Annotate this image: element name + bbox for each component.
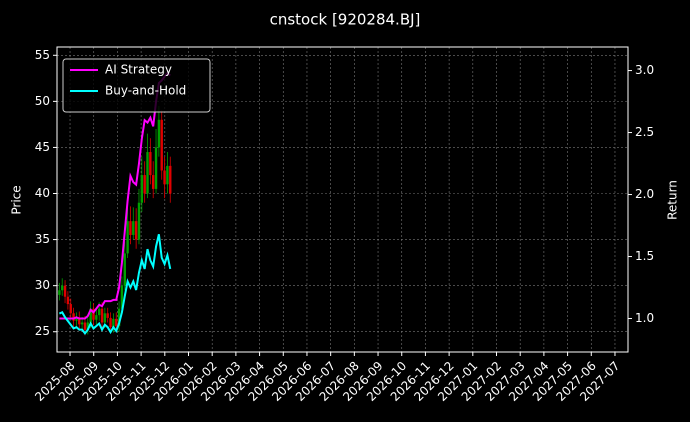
y-axis-label: Price [10, 185, 24, 214]
candle-body [160, 119, 163, 171]
candle-body [83, 322, 87, 330]
y-tick-label: 50 [35, 94, 50, 108]
candle-body [92, 308, 95, 320]
candle-body [115, 318, 118, 327]
candle-body [86, 322, 90, 330]
y-tick-label: 55 [35, 48, 50, 62]
candle-body [58, 290, 61, 295]
candle-body [89, 308, 92, 323]
y2-tick-label: 2.0 [635, 187, 654, 201]
y2-tick-label: 1.5 [635, 249, 654, 263]
series-line [58, 233, 172, 336]
plot-frame [56, 46, 629, 353]
y2-tick-label: 2.5 [635, 125, 654, 139]
y2-axis-label: Return [666, 180, 680, 220]
candle-body [103, 313, 107, 323]
candle-body [106, 313, 109, 318]
legend-label: Buy-and-Hold [105, 84, 186, 98]
y-tick-label: 40 [35, 186, 50, 200]
candle-body [78, 317, 81, 325]
candle-body [163, 170, 166, 185]
candle-body [169, 165, 172, 194]
candle-body [63, 285, 67, 297]
candle-body [69, 304, 72, 314]
chart-title: cnstock [920284.BJ] [270, 11, 421, 29]
candle-body [123, 253, 126, 286]
candle-body [154, 147, 158, 189]
candle-body [143, 175, 146, 194]
y-tick-label: 30 [35, 278, 50, 292]
candle-body [149, 152, 152, 176]
candle-body [151, 175, 155, 189]
y-tick-label: 35 [35, 232, 50, 246]
candle-body [120, 285, 124, 309]
candle-body [61, 285, 64, 291]
candle-body [109, 317, 112, 328]
candle-body [100, 308, 104, 323]
y-tick-label: 45 [35, 140, 50, 154]
candle-body [146, 152, 149, 194]
candle-body [157, 119, 161, 148]
y2-tick-label: 3.0 [635, 63, 654, 77]
candle-body [112, 318, 115, 328]
candle-body [126, 221, 129, 254]
candle-body [132, 221, 135, 235]
candle-body [66, 296, 70, 305]
y2-tick-label: 1.0 [635, 311, 654, 325]
series-line [59, 71, 171, 320]
candle-body [75, 317, 78, 321]
candle-body [97, 308, 101, 316]
candle-body [72, 313, 75, 321]
legend-label: AI Strategy [105, 63, 172, 77]
candle-body [129, 221, 132, 235]
candle-body [80, 322, 84, 325]
candle-body [117, 308, 121, 327]
legend-box [62, 58, 211, 113]
candle-body [140, 175, 144, 203]
candle-body [95, 315, 98, 320]
y-tick-label: 25 [35, 324, 50, 338]
candle-body [134, 221, 138, 240]
candle-body [137, 202, 141, 240]
candle-body [166, 165, 169, 185]
